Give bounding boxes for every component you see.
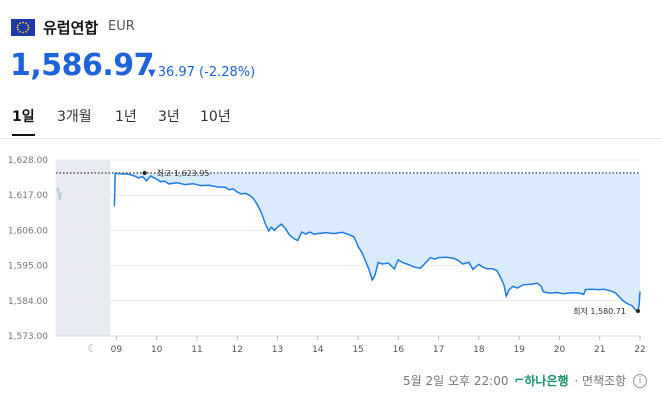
x-tick-label: 14 [312, 345, 324, 355]
x-tick-label: 18 [473, 345, 485, 355]
tab-3months[interactable]: 3개월 [57, 109, 92, 125]
bank-name: 하나은행 [524, 374, 569, 388]
x-tick-label: 17 [433, 345, 444, 355]
tab-1year[interactable]: 1년 [115, 109, 137, 125]
tab-10years[interactable]: 10년 [200, 109, 231, 125]
moon-icon: ☾ [87, 342, 97, 355]
x-tick-label: 10 [151, 345, 163, 355]
x-tick-label: 09 [111, 345, 123, 355]
x-tick-label: 19 [513, 345, 525, 355]
y-tick-label: 1,617.00 [8, 191, 48, 201]
disclaimer-link[interactable]: · 면책조항 [574, 374, 627, 388]
y-tick-label: 1,628.00 [8, 156, 48, 166]
price-chart[interactable]: 1,628.00 1,617.00 1,606.00 1,595.00 1,584.00… [0, 150, 661, 368]
current-price: 1,586.97 [10, 48, 155, 83]
high-marker [142, 170, 147, 175]
down-triangle-icon: ▼ [148, 68, 156, 79]
premarket-line [56, 187, 62, 201]
x-tick-label: 22 [634, 345, 645, 355]
y-tick-label: 1,573.00 [8, 332, 48, 342]
footer: 5월 2일 오후 22:00 ⌐하나은행 · 면책조항 i [403, 372, 647, 389]
tab-1day[interactable]: 1일 [12, 106, 35, 136]
eu-flag-icon [11, 19, 35, 36]
tab-3years[interactable]: 3년 [158, 109, 180, 125]
area-fill [114, 172, 640, 311]
y-tick-label: 1,606.00 [8, 226, 48, 236]
currency-code: EUR [108, 19, 135, 34]
x-tick-label: 11 [191, 345, 202, 355]
x-tick-label: 21 [594, 345, 605, 355]
y-tick-label: 1,584.00 [8, 297, 48, 307]
low-marker [635, 309, 640, 314]
quote-header: 유럽연합 EUR 1,586.97 ▼ 36.97 (-2.28%) [0, 0, 661, 92]
night-span [56, 160, 111, 336]
x-tick-label: 20 [554, 345, 566, 355]
price-line [113, 172, 641, 312]
timestamp: 5월 2일 오후 22:00 [403, 374, 509, 388]
price-change-value: 36.97 (-2.28%) [157, 65, 256, 80]
high-label: 최고 1,623.95 [157, 168, 210, 178]
y-tick-label: 1,595.00 [8, 262, 48, 272]
currency-name: 유럽연합 [43, 19, 99, 37]
low-label: 최저 1,580.71 [573, 306, 626, 316]
price-change: ▼ 36.97 (-2.28%) [148, 65, 255, 80]
period-tabs: 1일 3개월 1년 3년 10년 [0, 100, 661, 139]
x-tick-label: 12 [232, 345, 243, 355]
info-icon[interactable]: i [633, 373, 647, 388]
x-tick-label: 15 [352, 345, 363, 355]
x-tick-label: 13 [272, 345, 283, 355]
bank-logo: ⌐하나은행 [514, 373, 569, 388]
x-tick-label: 16 [393, 345, 405, 355]
